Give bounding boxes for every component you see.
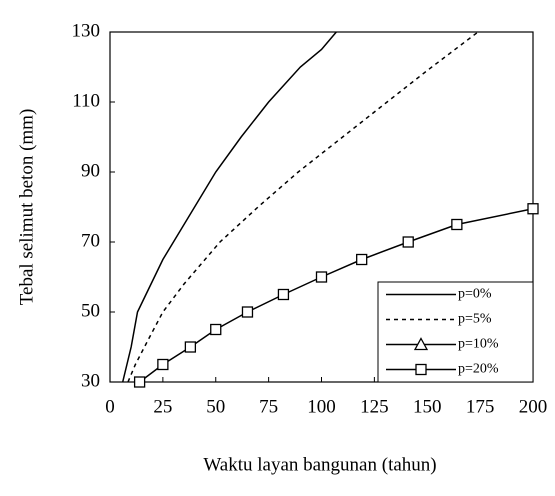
legend-label: p=0%: [458, 287, 492, 302]
series-line: [121, 31, 337, 383]
x-tick-label: 125: [360, 396, 389, 417]
marker: [356, 253, 368, 266]
y-tick-label: 130: [72, 20, 101, 41]
x-tick-label: 175: [466, 396, 495, 417]
marker: [184, 341, 197, 353]
x-tick-label: 150: [413, 396, 442, 417]
x-axis-label: Waktu layan bangunan (tahun): [203, 454, 436, 475]
x-tick-label: 75: [259, 396, 278, 417]
legend-label: p=10%: [458, 337, 499, 352]
marker: [133, 376, 146, 388]
marker: [451, 218, 463, 231]
marker: [277, 288, 290, 301]
legend-label: p=20%: [458, 362, 499, 377]
legend-label: p=5%: [458, 312, 492, 327]
y-axis-label: Tebal selimut beton (mm): [16, 109, 37, 306]
marker: [210, 323, 222, 336]
y-tick-label: 90: [81, 160, 100, 181]
marker: [315, 271, 328, 283]
legend-box: [377, 281, 534, 383]
y-tick-label: 50: [81, 300, 100, 321]
y-tick-label: 110: [72, 90, 100, 111]
series-line: [127, 31, 479, 383]
marker: [415, 363, 427, 376]
y-tick-label: 70: [81, 230, 100, 251]
marker: [527, 203, 539, 215]
marker: [413, 337, 429, 351]
marker: [402, 236, 414, 248]
x-tick-label: 50: [206, 396, 225, 417]
x-tick-label: 100: [307, 396, 336, 417]
y-tick-label: 30: [81, 370, 100, 391]
x-tick-label: 200: [519, 396, 548, 417]
x-tick-label: 25: [153, 396, 172, 417]
marker: [157, 358, 169, 371]
marker: [241, 306, 254, 318]
x-tick-label: 0: [105, 396, 115, 417]
legend: p=0% p=5% p=10% p=20%: [377, 281, 534, 383]
